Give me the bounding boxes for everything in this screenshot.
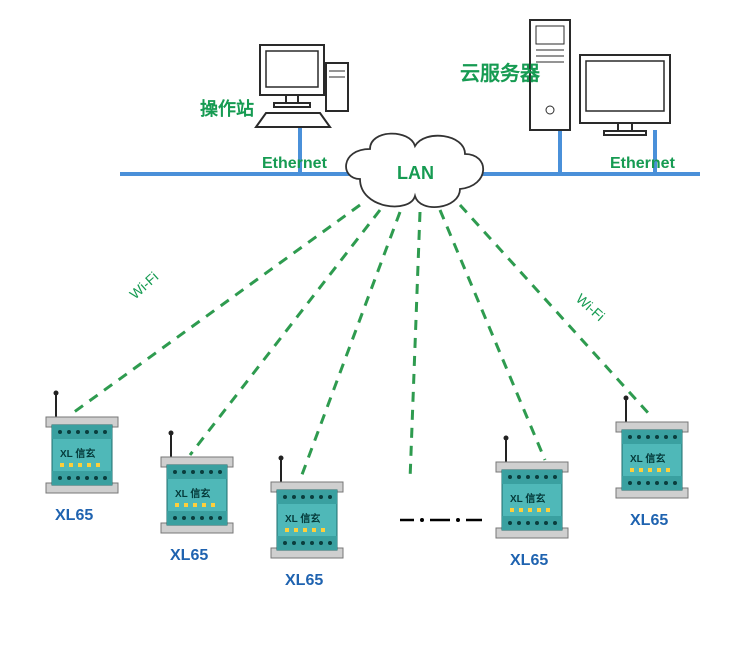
xl65-device-4: XL 信玄	[616, 396, 688, 499]
xl65-label-0: XL65	[55, 507, 93, 524]
xl65-label-2: XL65	[285, 572, 323, 589]
svg-text:XL 信玄: XL 信玄	[60, 447, 95, 460]
svg-text:XL 信玄: XL 信玄	[510, 492, 545, 505]
operator-station-label: 操作站	[200, 98, 254, 119]
svg-text:XL 信玄: XL 信玄	[285, 512, 320, 525]
wifi-label-left: Wi-Fi	[126, 268, 161, 302]
wifi-link-2	[300, 212, 400, 480]
cloud-server-icon	[530, 20, 670, 135]
xl65-label-3: XL65	[510, 552, 548, 569]
wifi-link-4	[440, 210, 545, 460]
ethernet-label-left: Ethernet	[262, 155, 328, 172]
svg-text:XL 信玄: XL 信玄	[630, 452, 665, 465]
wifi-link-1	[190, 210, 380, 455]
xl65-label-4: XL65	[630, 512, 668, 529]
xl65-device-3: XL 信玄	[496, 436, 568, 539]
ethernet-label-right: Ethernet	[610, 155, 676, 172]
svg-text:XL 信玄: XL 信玄	[175, 487, 210, 500]
xl65-label-1: XL65	[170, 547, 208, 564]
wifi-link-0	[70, 205, 360, 415]
wifi-link-5	[460, 205, 650, 415]
ellipsis	[400, 518, 482, 522]
wifi-label-right: Wi-Fi	[573, 290, 608, 324]
xl65-device-2: XL 信玄	[271, 456, 343, 559]
xl65-device-1: XL 信玄	[161, 431, 233, 534]
operator-station-icon	[256, 45, 348, 127]
cloud-server-label: 云服务器	[460, 61, 541, 85]
wifi-link-3	[410, 212, 420, 480]
lan-label: LAN	[397, 163, 434, 183]
